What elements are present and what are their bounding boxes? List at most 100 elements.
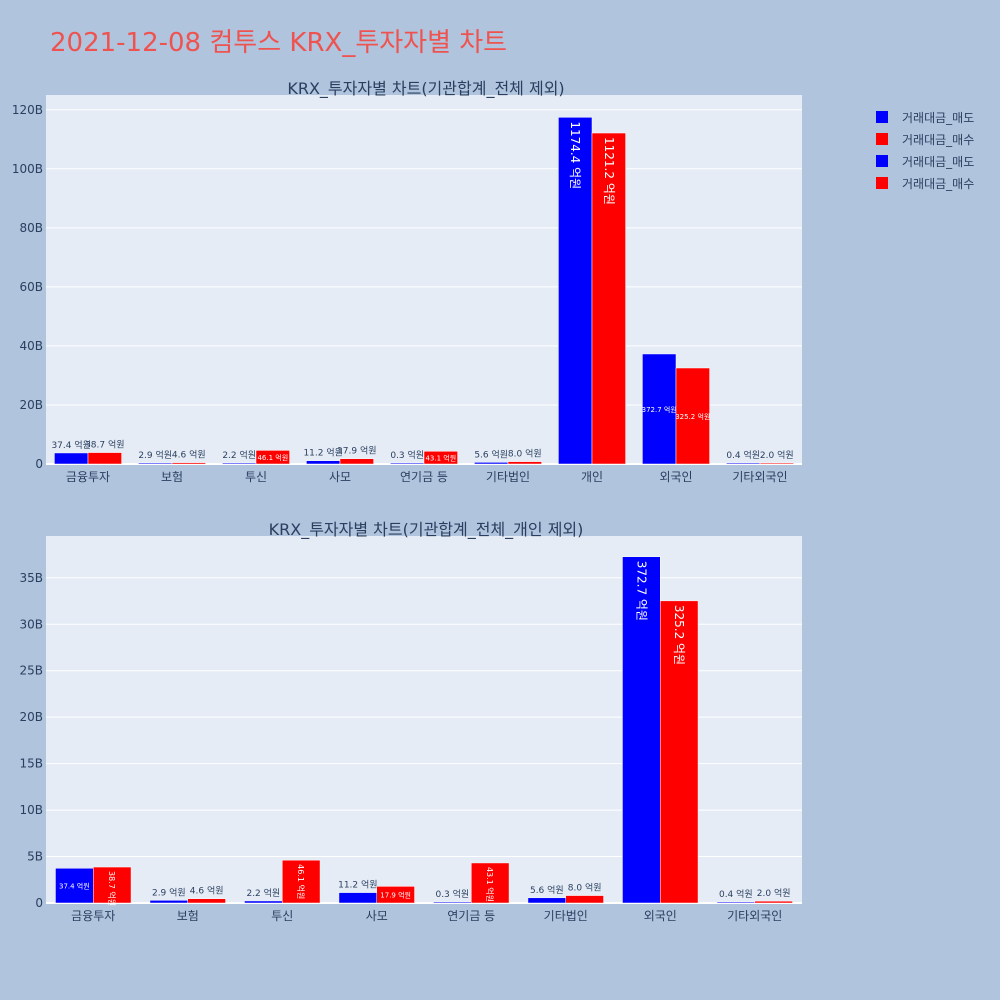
legend-label: 거래대금_매수 [902, 132, 975, 147]
data-label: 325.2 억원 [672, 605, 686, 665]
data-label: 4.6 억원 [172, 449, 206, 461]
legend-item[interactable]: 거래대금_매도 [876, 106, 974, 128]
x-tick-label: 개인 [581, 470, 603, 484]
data-label: 1174.4 억원 [568, 121, 582, 189]
y-tick-label: 60B [19, 280, 43, 294]
x-tick-label: 투신 [245, 470, 267, 484]
data-label: 2.9 억원 [138, 449, 172, 461]
x-tick-label: 기타법인 [544, 909, 588, 923]
legend-swatch-sell [876, 111, 888, 123]
y-tick-label: 30B [19, 617, 43, 631]
data-label: 38.7 억원 [85, 439, 124, 451]
legend-swatch-sell [876, 155, 888, 167]
bar [171, 462, 206, 465]
data-label: 0.3 억원 [435, 888, 469, 900]
bar [138, 462, 173, 465]
bar [390, 462, 425, 465]
bar [244, 900, 283, 904]
bar [591, 132, 626, 465]
data-label: 46.1 억원 [257, 453, 288, 462]
bar [471, 862, 510, 904]
legend-item[interactable]: 거래대금_매도 [876, 150, 974, 172]
x-tick-label: 외국인 [659, 470, 692, 484]
data-label: 372.7 억원 [634, 561, 648, 621]
y-tick-label: 10B [19, 803, 43, 817]
bar [338, 892, 378, 904]
data-label: 0.4 억원 [719, 888, 753, 900]
x-tick-label: 사모 [329, 470, 351, 484]
bar [255, 450, 290, 465]
x-tick-label: 사모 [366, 909, 388, 923]
bar [726, 462, 761, 465]
data-label: 0.3 억원 [390, 449, 424, 461]
legend-item[interactable]: 거래대금_매수 [876, 128, 974, 150]
x-tick-label: 보험 [161, 470, 183, 484]
legend[interactable]: 거래대금_매도 거래대금_매수 거래대금_매도 거래대금_매수 [876, 106, 974, 194]
data-label: 11.2 억원 [338, 879, 377, 891]
data-label: 372.7 억원 [642, 405, 677, 414]
data-label: 2.9 억원 [152, 886, 186, 898]
data-label: 2.0 억원 [757, 887, 791, 899]
bar [423, 451, 458, 465]
bar [565, 895, 604, 904]
data-label: 46.1 억원 [296, 864, 306, 899]
x-tick-label: 연기금 등 [447, 909, 495, 923]
y-tick-label: 100B [12, 162, 43, 176]
legend-label: 거래대금_매수 [902, 176, 975, 191]
x-tick-label: 금융투자 [66, 470, 110, 484]
bar [433, 901, 472, 904]
x-tick-label: 기타외국인 [732, 470, 787, 484]
data-label: 11.2 억원 [303, 447, 342, 459]
legend-label: 거래대금_매도 [902, 110, 975, 125]
bar [376, 886, 415, 904]
y-tick-label: 0 [35, 896, 43, 910]
x-tick-label: 금융투자 [71, 909, 115, 923]
data-label: 325.2 억원 [675, 412, 710, 421]
y-tick-label: 40B [19, 339, 43, 353]
chart-title: KRX_투자자별 차트(기관합계_전체 제외) [287, 79, 564, 99]
bar [87, 452, 122, 465]
bar [306, 460, 341, 465]
y-tick-label: 120B [12, 103, 43, 117]
data-label: 17.9 억원 [380, 891, 411, 900]
x-tick-label: 연기금 등 [400, 470, 448, 484]
bar [222, 462, 257, 465]
legend-item[interactable]: 거래대금_매수 [876, 172, 974, 194]
data-label: 43.1 억원 [425, 454, 456, 463]
y-tick-label: 35B [19, 571, 43, 585]
bar [93, 866, 132, 904]
legend-label: 거래대금_매도 [902, 154, 975, 169]
y-tick-label: 5B [27, 850, 43, 864]
bar [149, 900, 188, 904]
data-label: 0.4 억원 [726, 449, 760, 461]
data-label: 43.1 억원 [485, 867, 495, 902]
data-label: 8.0 억원 [568, 882, 602, 894]
bar [759, 462, 794, 465]
data-label: 2.2 억원 [246, 887, 280, 899]
data-label: 1121.2 억원 [602, 137, 616, 205]
bar [474, 462, 509, 465]
y-tick-label: 20B [19, 398, 43, 412]
bar [282, 859, 321, 904]
data-label: 38.7 억원 [107, 871, 117, 906]
bar [675, 367, 710, 465]
y-tick-label: 25B [19, 664, 43, 678]
bar [622, 556, 661, 904]
bar [660, 600, 699, 904]
x-tick-label: 기타법인 [486, 470, 530, 484]
y-tick-label: 15B [19, 757, 43, 771]
data-label: 37.4 억원 [59, 882, 90, 891]
x-tick-label: 기타외국인 [727, 909, 782, 923]
bar [54, 452, 89, 465]
page-title: 2021-12-08 컴투스 KRX_투자자별 차트 [50, 28, 508, 58]
data-label: 5.6 억원 [474, 448, 508, 460]
bar [716, 901, 756, 904]
data-label: 37.4 억원 [51, 439, 90, 451]
legend-swatch-buy [876, 133, 888, 145]
x-tick-label: 외국인 [644, 909, 677, 923]
data-label: 2.2 억원 [222, 449, 256, 461]
data-label: 8.0 억원 [508, 448, 542, 460]
bar [507, 461, 542, 465]
legend-swatch-buy [876, 177, 888, 189]
